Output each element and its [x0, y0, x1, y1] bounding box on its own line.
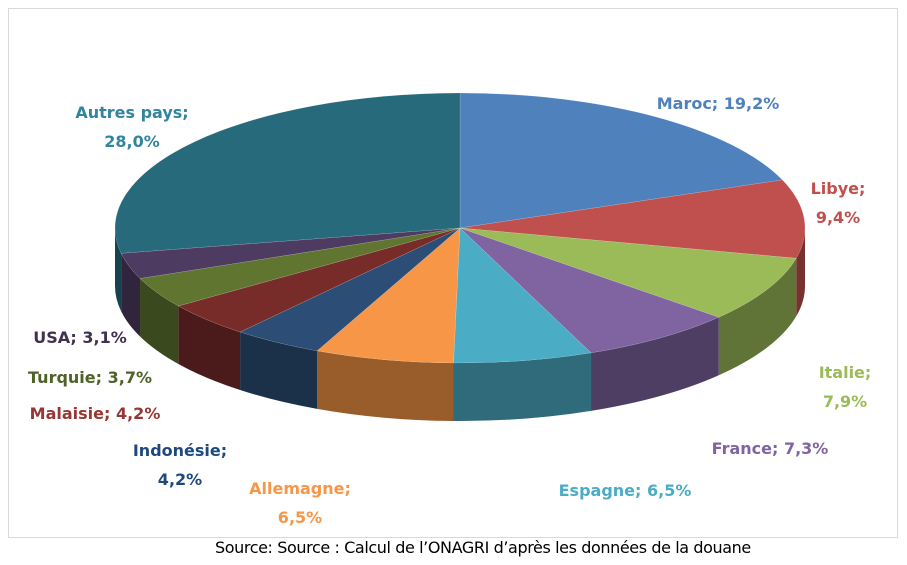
slice — [453, 227, 592, 364]
slice — [120, 227, 461, 279]
data-label: Autres pays; 28,0% — [75, 103, 189, 151]
slice-side — [115, 228, 122, 312]
slice — [139, 227, 461, 307]
slice-side — [240, 332, 318, 409]
slice — [459, 92, 783, 229]
slice — [459, 227, 720, 354]
slice — [114, 92, 461, 254]
data-label: Allemagne; 6,5% — [249, 479, 351, 527]
slice-side — [718, 258, 797, 376]
source-note: Source: Source : Calcul de l’ONAGRI d’ap… — [215, 538, 751, 557]
data-label: France; 7,3% — [711, 439, 829, 458]
slice-side — [140, 278, 179, 364]
slice — [177, 227, 461, 333]
data-label: USA; 3,1% — [33, 328, 127, 347]
data-label: Turquie; 3,7% — [28, 368, 152, 387]
data-label: Italie; 7,9% — [818, 363, 872, 411]
slice-side — [591, 317, 719, 411]
data-label: Libye; 9,4% — [810, 179, 866, 227]
chart-frame — [8, 8, 898, 538]
slice — [316, 227, 461, 364]
data-label: Indonésie; 4,2% — [132, 441, 228, 489]
data-label: Maroc; 19,2% — [656, 94, 780, 113]
slice-side — [121, 253, 141, 337]
slice-side — [796, 228, 805, 317]
slice — [459, 227, 797, 318]
slice — [239, 227, 461, 352]
slice-side — [453, 352, 592, 421]
slice-side — [178, 305, 241, 391]
data-label: Espagne; 6,5% — [558, 481, 692, 500]
data-label: Malaisie; 4,2% — [29, 404, 161, 423]
slice — [459, 179, 806, 259]
slice-side — [317, 350, 454, 421]
